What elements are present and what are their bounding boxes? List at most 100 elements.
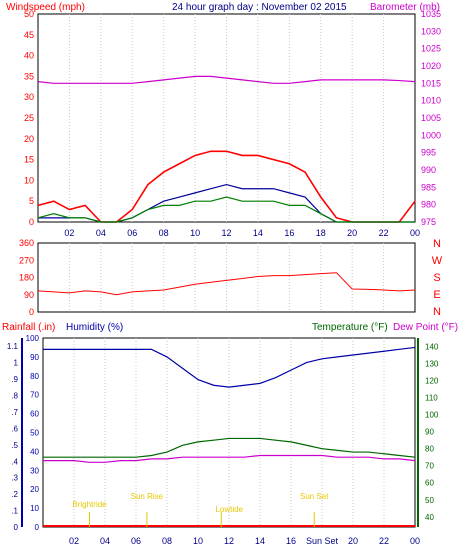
temperature-tick-label: 50 <box>425 496 434 505</box>
temperature-tick-label: 70 <box>425 462 434 471</box>
wind-y-tick-label: 45 <box>24 30 34 40</box>
temperature-tick-label: 110 <box>425 394 438 403</box>
wind-x-tick-label: 10 <box>190 228 200 238</box>
rainfall-tick-label: .2 <box>11 490 18 499</box>
baro-y-tick-label: 1030 <box>421 26 441 36</box>
temperature-tick-label: 40 <box>425 513 434 522</box>
temperature-tick-label: 100 <box>425 411 439 420</box>
sun-annotation: Sun Set <box>300 492 329 501</box>
hum-plot-frame <box>42 337 416 528</box>
rainfall-tick-label: .6 <box>11 424 18 433</box>
wind-x-tick-label: 00 <box>410 228 420 238</box>
humidity-tick-label: 100 <box>26 334 40 343</box>
baro-y-tick-label: 975 <box>421 217 436 227</box>
humidity-tick-label: 10 <box>30 504 39 513</box>
hum-x-tick-label: 10 <box>193 536 203 546</box>
wind-x-tick-label: 02 <box>64 228 74 238</box>
compass-label: N <box>433 238 441 250</box>
humidity-tick-label: 30 <box>30 466 39 475</box>
wind-y-tick-label: 25 <box>24 113 34 123</box>
direction-y-tick-label: 180 <box>19 273 34 283</box>
lowtide-annotation: Lowtide <box>215 505 243 514</box>
temperature-tick-label: 90 <box>425 428 434 437</box>
baro-y-tick-label: 1035 <box>421 9 441 19</box>
hum-x-tick-label: 14 <box>255 536 265 546</box>
baro-y-tick-label: 990 <box>421 165 436 175</box>
humidity-tick-label: 40 <box>30 447 39 456</box>
humidity-tick-label: 60 <box>30 410 39 419</box>
wind-y-tick-label: 15 <box>24 155 34 165</box>
rainfall-tick-label: .8 <box>11 392 18 401</box>
humidity-tick-label: 70 <box>30 391 39 400</box>
wind-x-tick-label: 18 <box>316 228 326 238</box>
hum-x-tick-label: Sun Set <box>306 536 339 546</box>
baro-y-tick-label: 1005 <box>421 113 441 123</box>
wind-x-tick-label: 08 <box>159 228 169 238</box>
baro-y-tick-label: 1020 <box>421 61 441 71</box>
wind-x-tick-label: 14 <box>253 228 263 238</box>
wind-x-tick-label: 20 <box>347 228 357 238</box>
hum-x-tick-label: 22 <box>379 536 389 546</box>
humidity-label: Humidity (%) <box>66 322 123 333</box>
sun-annotation: Sun Rise <box>131 492 164 501</box>
rainfall-tick-label: 1.1 <box>7 342 19 351</box>
baro-y-tick-label: 1010 <box>421 96 441 106</box>
wind-y-tick-label: 0 <box>29 217 34 227</box>
hum-x-tick-label: 00 <box>410 536 420 546</box>
rainfall-tick-label: .5 <box>11 441 18 450</box>
humidity-tick-label: 20 <box>30 485 39 494</box>
temperature-tick-label: 80 <box>425 445 434 454</box>
hum-x-tick-label: 20 <box>348 536 358 546</box>
direction-line <box>37 272 416 296</box>
direction-y-tick-label: 360 <box>19 238 34 248</box>
hum-x-tick-label: 08 <box>162 536 172 546</box>
humidity-tick-label: 0 <box>35 523 40 532</box>
humidity-tick-label: 90 <box>30 353 39 362</box>
graph-title: 24 hour graph day : November 02 2015 <box>172 2 347 13</box>
dewpoint-line <box>43 454 416 463</box>
barometer-label: Barometer (mb) <box>370 2 440 13</box>
humidity-tick-label: 50 <box>30 429 39 438</box>
wind-plot-frame <box>37 13 416 223</box>
humidity-line <box>43 346 416 388</box>
direction-y-tick-label: 90 <box>24 290 34 300</box>
wind-x-tick-label: 22 <box>379 228 389 238</box>
rainfall-tick-label: .1 <box>11 507 18 516</box>
barometer-line <box>37 75 416 84</box>
hum-x-tick-label: 06 <box>131 536 141 546</box>
wind-y-tick-label: 40 <box>24 51 34 61</box>
brightride-annotation: Brightride <box>72 500 107 509</box>
temperature-tick-label: 60 <box>425 479 434 488</box>
humidity-tick-label: 80 <box>30 372 39 381</box>
wind-y-tick-label: 35 <box>24 71 34 81</box>
wind-x-tick-label: 12 <box>221 228 231 238</box>
wind-y-tick-label: 20 <box>24 134 34 144</box>
wind-x-tick-label: 06 <box>127 228 137 238</box>
compass-label: N <box>433 306 441 318</box>
compass-label: W <box>432 255 443 267</box>
baro-y-tick-label: 1025 <box>421 44 441 54</box>
rainfall-tick-label: 0 <box>14 523 19 532</box>
rainfall-tick-label: .3 <box>11 474 18 483</box>
dewpoint-label: Dew Point (°F) <box>393 322 458 333</box>
rainfall-tick-label: .9 <box>11 375 18 384</box>
direction-y-tick-label: 270 <box>19 255 34 265</box>
hum-x-tick-label: 04 <box>100 536 110 546</box>
wind-x-tick-label: 16 <box>284 228 294 238</box>
baro-y-tick-label: 995 <box>421 148 436 158</box>
compass-label: E <box>433 289 440 301</box>
windspeed-label: Windspeed (mph) <box>6 2 85 13</box>
temperature-tick-label: 140 <box>425 343 439 352</box>
temperature-label: Temperature (°F) <box>312 322 388 333</box>
direction-plot-frame <box>37 242 416 313</box>
temperature-tick-label: 130 <box>425 360 439 369</box>
compass-label: S <box>433 272 440 284</box>
wind-y-tick-label: 5 <box>29 196 34 206</box>
wind-x-tick-label: 04 <box>96 228 106 238</box>
temperature-line <box>43 437 416 458</box>
wind-y-tick-label: 30 <box>24 92 34 102</box>
hum-x-tick-label: 12 <box>224 536 234 546</box>
baro-y-tick-label: 980 <box>421 200 436 210</box>
